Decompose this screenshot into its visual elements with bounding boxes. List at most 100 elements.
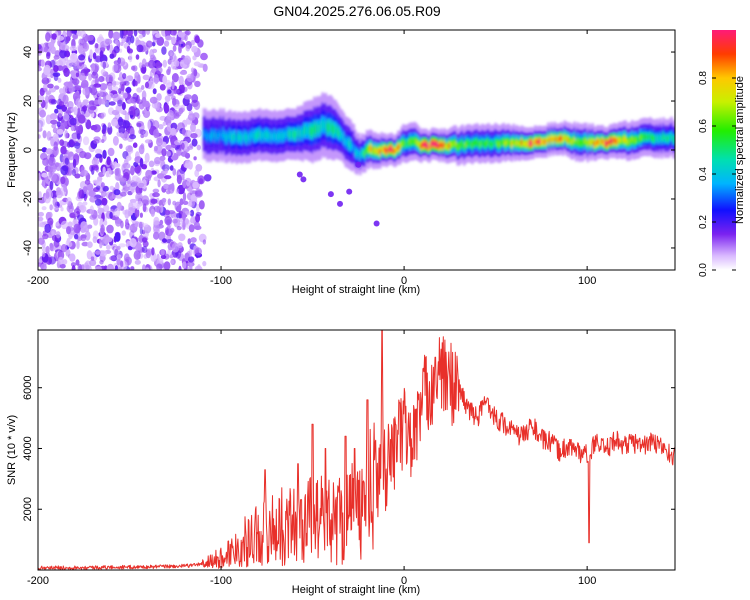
noise-blob: [182, 127, 186, 136]
ridge-cell: [298, 130, 301, 138]
noise-blob: [80, 169, 89, 177]
y-tick-label: -20: [22, 191, 34, 207]
ridge-cell: [542, 140, 545, 145]
noise-blob: [38, 134, 41, 139]
noise-blob: [72, 78, 80, 86]
ridge-cell: [290, 131, 293, 138]
ridge-cell: [547, 136, 550, 141]
y-tick-label: 4000: [22, 436, 34, 460]
noise-blob: [167, 89, 172, 94]
noise-blob: [54, 136, 58, 143]
noise-blob: [158, 124, 164, 130]
noise-blob: [190, 237, 197, 243]
ridge-cell: [555, 137, 558, 142]
noise-blob: [162, 238, 167, 243]
spectrogram-noise-layer: [38, 30, 212, 270]
noise-blob: [131, 188, 135, 193]
noise-blob: [142, 130, 149, 138]
ridge-cell: [263, 132, 267, 140]
noise-blob: [93, 139, 100, 144]
noise-blob: [53, 54, 60, 60]
noise-blob: [169, 30, 177, 36]
noise-blob: [60, 176, 66, 185]
ridge-cell: [326, 123, 329, 133]
ridge-cell: [496, 140, 499, 146]
ridge-cell: [599, 139, 603, 145]
noise-blob: [188, 224, 195, 233]
noise-blob: [41, 206, 47, 211]
noise-blob: [100, 182, 105, 188]
ridge-cell: [392, 148, 395, 153]
noise-blob: [176, 226, 182, 231]
ridge-cell: [604, 140, 608, 146]
spectrogram-y-ticks: -40 -20 0 20 40: [22, 46, 675, 256]
ridge-cell: [631, 136, 634, 142]
snr-frame: [37, 329, 676, 571]
noise-blob: [64, 157, 69, 165]
noise-blob: [140, 143, 145, 150]
noise-blob: [116, 245, 121, 250]
ridge-cell: [324, 120, 328, 129]
noise-blob: [103, 204, 110, 213]
noise-blob: [113, 45, 120, 54]
noise-blob: [151, 247, 155, 256]
noise-blob: [75, 72, 80, 78]
noise-blob: [89, 49, 93, 60]
noise-blob: [186, 73, 194, 83]
ridge-cell: [329, 122, 332, 132]
noise-blob: [187, 113, 196, 121]
ridge-cell: [636, 137, 639, 143]
noise-blob: [43, 66, 51, 76]
ridge-cell: [271, 133, 275, 141]
ridge-cell: [652, 135, 655, 141]
x-tick-label: -200: [27, 575, 49, 587]
ridge-cell: [372, 148, 375, 154]
noise-blob: [100, 98, 107, 105]
noise-blob: [163, 183, 169, 189]
noise-blob: [98, 34, 103, 42]
x-tick-label: -200: [27, 275, 49, 287]
ridge-cell: [377, 148, 380, 154]
noise-blob: [149, 96, 158, 104]
ridge-cell: [612, 137, 616, 143]
noise-blob: [94, 43, 99, 49]
noise-blob: [161, 46, 167, 55]
ridge-cell: [206, 133, 209, 141]
ridge-cell: [276, 133, 280, 140]
spectrogram-ridge-layer: [202, 92, 675, 227]
ridge-cell: [561, 137, 565, 142]
ridge-cell: [367, 147, 370, 153]
noise-blob: [133, 30, 138, 37]
ridge-cell: [568, 137, 571, 143]
noise-blob: [96, 185, 101, 190]
noise-blob: [123, 80, 130, 86]
noise-blob: [172, 45, 177, 52]
noise-blob: [38, 94, 43, 105]
ridge-cell: [617, 137, 621, 143]
noise-blob: [40, 152, 48, 161]
noise-blob: [152, 88, 157, 95]
noise-blob: [52, 196, 58, 207]
ridge-cell: [464, 142, 468, 148]
ridge-cell: [622, 136, 626, 142]
noise-blob: [74, 233, 79, 240]
ridge-cell: [533, 139, 537, 144]
ridge-cell: [395, 147, 398, 152]
noise-blob: [202, 239, 207, 245]
noise-blob: [68, 85, 75, 93]
noise-blob: [92, 236, 98, 244]
noise-blob: [149, 70, 153, 80]
snr-y-ticks: 2000 4000 6000: [22, 375, 675, 521]
noise-blob: [197, 175, 205, 185]
noise-blob: [122, 120, 131, 129]
noise-blob: [47, 217, 54, 226]
ridge-cell: [665, 135, 669, 141]
noise-blob: [89, 196, 97, 203]
noise-blob: [38, 211, 44, 217]
noise-blob: [134, 259, 141, 265]
noise-blob: [164, 175, 172, 180]
noise-blob: [66, 36, 70, 44]
ridge-cell: [314, 125, 318, 135]
ridge-cell: [275, 133, 278, 141]
noise-blob: [109, 195, 114, 201]
